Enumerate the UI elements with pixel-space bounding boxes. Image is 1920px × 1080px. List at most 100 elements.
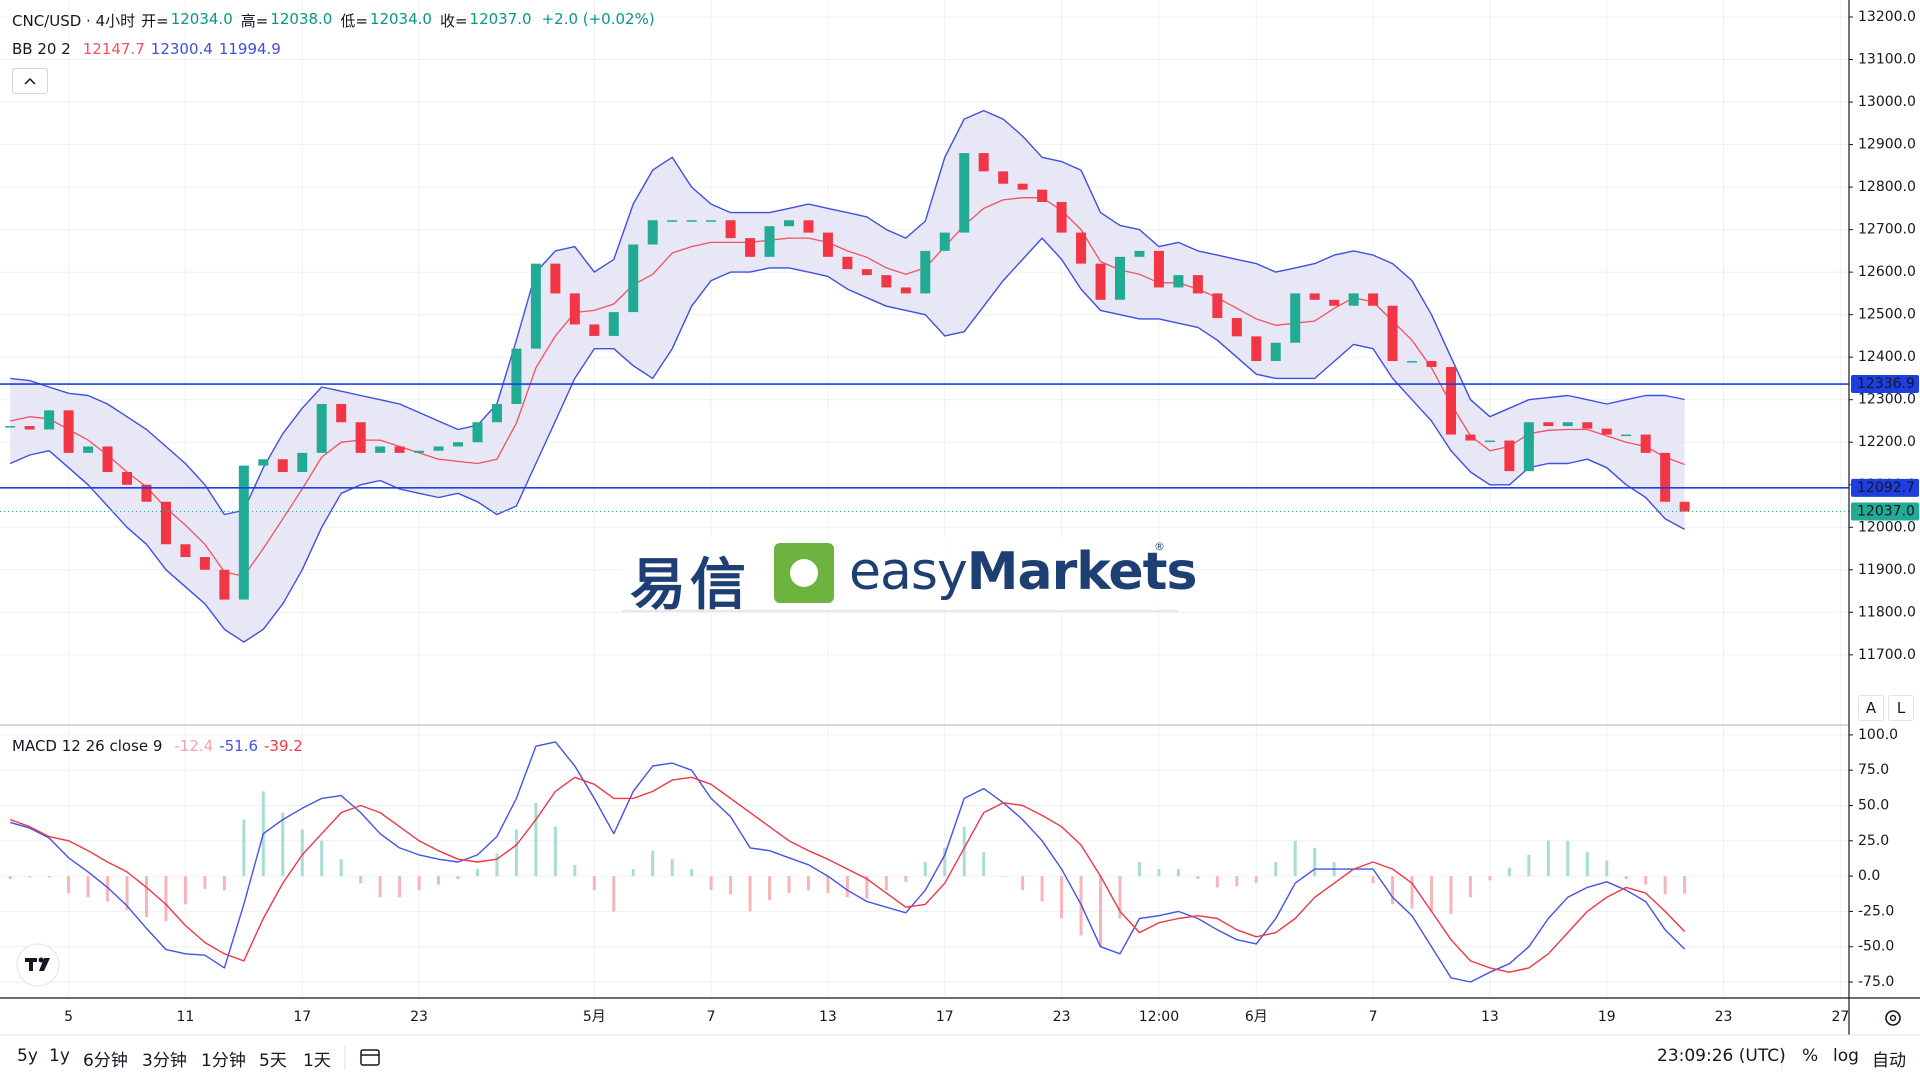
candle	[939, 232, 950, 251]
y-tick-label: 12600.0	[1858, 264, 1916, 280]
histogram-bar	[1624, 876, 1628, 879]
clock: 23:09:26 (UTC)	[1657, 1046, 1786, 1066]
histogram-bar	[1663, 876, 1667, 895]
histogram-bar	[1176, 869, 1180, 877]
histogram-bar	[982, 852, 986, 877]
histogram-bar	[8, 876, 12, 879]
x-tick-label: 19	[1598, 1009, 1616, 1025]
candle	[725, 220, 736, 239]
candle	[1523, 422, 1534, 472]
candle	[569, 293, 580, 325]
range-button[interactable]: 1y	[49, 1046, 70, 1066]
bollinger-lower	[9, 237, 1685, 643]
x-tick-label: 6月	[1245, 1009, 1268, 1025]
candle	[861, 269, 872, 276]
candle	[803, 220, 814, 233]
collapse-legend-button[interactable]	[12, 68, 48, 94]
histogram-bar	[748, 876, 752, 912]
candle	[706, 220, 717, 222]
histogram-bar	[320, 840, 324, 877]
tv-logo-circle	[16, 943, 60, 987]
y-tick-label: 11700.0	[1858, 647, 1916, 663]
candle	[1270, 342, 1281, 362]
scale-button[interactable]: A	[1858, 695, 1884, 721]
histogram-bar	[573, 864, 577, 877]
macd-signal-value: -39.2	[264, 737, 303, 755]
x-tick-label: 7	[707, 1009, 716, 1025]
settings-icon[interactable]	[1885, 1010, 1901, 1026]
candle	[1037, 189, 1048, 202]
candle	[1173, 275, 1184, 288]
high-label: 高=	[240, 12, 269, 30]
plot	[0, 109, 1849, 983]
histogram-bar	[67, 876, 71, 894]
histogram-bar	[1488, 876, 1492, 881]
bollinger-band-fill	[10, 110, 1685, 643]
range-button[interactable]: 5天	[259, 1051, 287, 1071]
calendar-body	[360, 1049, 380, 1066]
candle	[1640, 434, 1651, 453]
chevron	[24, 77, 36, 85]
x-tick-label: 23	[1053, 1009, 1071, 1025]
bb-label[interactable]: BB 20 2	[12, 40, 71, 58]
axis-option[interactable]: 自动	[1872, 1051, 1906, 1071]
open-label: 开=	[141, 12, 169, 30]
axis-option[interactable]: %	[1802, 1046, 1819, 1066]
price-level-tag	[1851, 375, 1919, 394]
candle	[1329, 299, 1340, 306]
candle	[453, 442, 464, 447]
macd-label[interactable]: MACD 12 26 close 9	[12, 737, 163, 755]
histogram-bar	[845, 876, 849, 898]
histogram-bar	[1585, 852, 1589, 877]
tradingview-logo[interactable]	[16, 943, 60, 987]
calendar-icon[interactable]	[360, 1049, 380, 1066]
price-level-tag	[1851, 478, 1919, 497]
candle	[1348, 293, 1359, 306]
bollinger-middle	[10, 197, 1685, 577]
candle	[1445, 366, 1456, 435]
histogram-bar	[242, 819, 246, 877]
x-tick-label: 13	[1481, 1009, 1499, 1025]
y-tick-label: 12900.0	[1858, 137, 1916, 153]
y-tick-label: 12700.0	[1858, 222, 1916, 238]
candle	[1309, 293, 1320, 300]
histogram-bar	[1507, 867, 1511, 877]
candle	[355, 422, 366, 453]
price-level-label: 12092.7	[1857, 480, 1915, 496]
histogram-bar	[47, 876, 51, 878]
symbol[interactable]: CNC/USD · 4小时	[12, 12, 136, 30]
price-level-tag	[1851, 502, 1919, 521]
settings-icon-center	[1889, 1014, 1897, 1022]
candle	[297, 452, 308, 472]
candle	[998, 171, 1009, 184]
range-button[interactable]: 1分钟	[201, 1051, 246, 1071]
histogram-bar	[144, 876, 148, 918]
y-tick-label: 13100.0	[1858, 52, 1916, 68]
candle	[1114, 256, 1125, 300]
close-label: 收=	[439, 12, 468, 30]
scale-button[interactable]: L	[1888, 695, 1914, 721]
low-value: 12034.0	[369, 10, 432, 28]
x-tick-label: 5	[64, 1009, 73, 1025]
range-button[interactable]: 5y	[17, 1046, 38, 1066]
candle	[900, 287, 911, 294]
range-button[interactable]: 3分钟	[142, 1051, 187, 1071]
candle	[5, 426, 16, 428]
range-button[interactable]: 1天	[303, 1051, 331, 1071]
histogram-bar	[787, 876, 791, 894]
candle	[822, 232, 833, 257]
x-tick-label: 5月	[583, 1009, 606, 1025]
histogram-bar	[281, 812, 285, 877]
histogram-bar	[1001, 876, 1005, 877]
candle	[83, 446, 94, 453]
histogram-bar	[514, 829, 518, 877]
range-button[interactable]: 6分钟	[83, 1051, 128, 1071]
histogram-bar	[1118, 876, 1122, 919]
axis-option[interactable]: log	[1833, 1046, 1859, 1066]
histogram-bar	[729, 876, 733, 895]
logo-chinese: 易信	[630, 553, 750, 618]
x-tick-label: 23	[410, 1009, 428, 1025]
histogram-bar	[1410, 876, 1414, 909]
candle	[628, 244, 639, 313]
